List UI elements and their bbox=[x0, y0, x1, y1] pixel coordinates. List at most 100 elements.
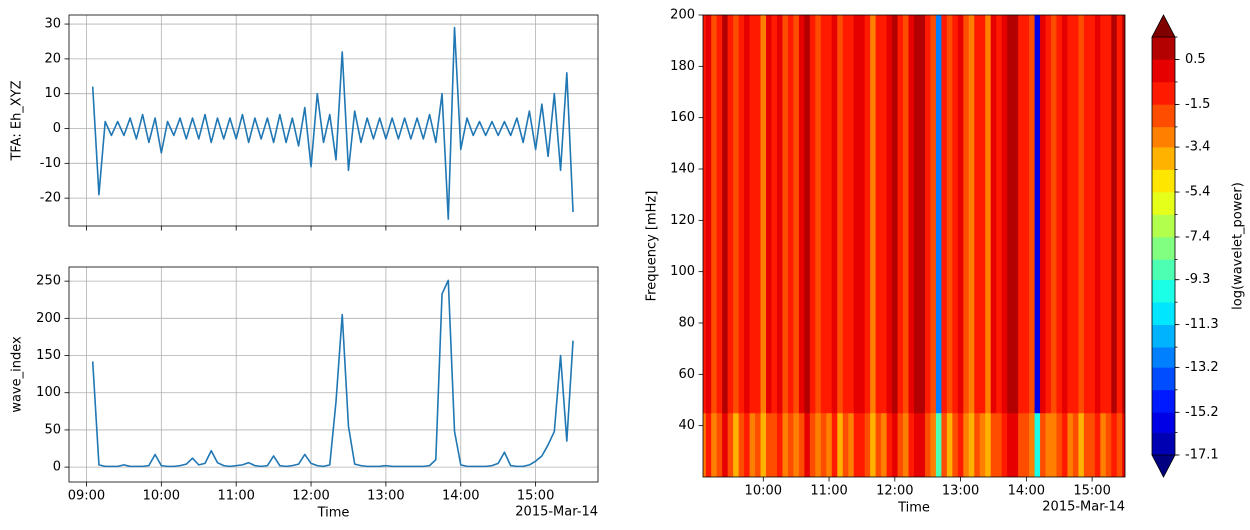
heatmap-cell bbox=[875, 15, 882, 414]
colorbar-band bbox=[1152, 412, 1175, 433]
heatmap-cell bbox=[711, 412, 718, 477]
heatmap-cell bbox=[968, 412, 975, 477]
y-tick-label: 180 bbox=[670, 59, 695, 74]
heatmap-cell bbox=[859, 412, 866, 477]
colorbar-tick-label: -1.5 bbox=[1185, 97, 1210, 112]
heatmap-cell bbox=[703, 412, 707, 477]
x-tick-label: 14:00 bbox=[1008, 484, 1045, 499]
y-axis-label: Frequency [mHz] bbox=[645, 191, 660, 302]
colorbar-tick-label: -3.4 bbox=[1185, 140, 1210, 155]
colorbar-band bbox=[1152, 279, 1175, 303]
heatmap-cell bbox=[881, 15, 888, 414]
colorbar-band bbox=[1152, 192, 1175, 215]
heatmap-cell bbox=[1056, 412, 1063, 477]
y-axis-label: wave_index bbox=[10, 336, 25, 413]
heatmap-cell bbox=[1105, 15, 1112, 414]
heatmap-cell bbox=[755, 15, 762, 414]
heatmap-cell bbox=[848, 412, 855, 477]
colorbar-tick-label: -15.2 bbox=[1185, 405, 1219, 420]
heatmap-cell bbox=[1018, 15, 1025, 414]
heatmap-cell bbox=[1072, 15, 1080, 414]
axes-frame bbox=[702, 14, 1126, 478]
heatmap-cell bbox=[930, 15, 937, 414]
colorbar-band bbox=[1152, 104, 1175, 128]
heatmap-cell bbox=[760, 412, 767, 477]
heatmap-cell bbox=[935, 412, 943, 477]
heatmap-cell bbox=[848, 15, 855, 414]
x-tick-label: 09:00 bbox=[68, 489, 105, 504]
x-axis-label: Time bbox=[897, 501, 930, 516]
x-tick-label: 11:00 bbox=[810, 484, 847, 499]
heatmap-cell bbox=[826, 412, 833, 477]
heatmap-cell bbox=[941, 412, 948, 477]
heatmap-cell bbox=[738, 15, 745, 414]
colorbar-tick-label: -13.2 bbox=[1185, 360, 1219, 375]
x-offset-label: 2015-Mar-14 bbox=[1042, 500, 1125, 515]
x-offset-label: 2015-Mar-14 bbox=[515, 505, 598, 520]
heatmap-cell bbox=[996, 412, 1003, 477]
heatmap-cell bbox=[1111, 412, 1118, 477]
heatmap-cell bbox=[831, 15, 838, 414]
heatmap-cell bbox=[974, 412, 981, 477]
y-tick-label: -10 bbox=[40, 156, 61, 171]
heatmap-cell bbox=[831, 412, 838, 477]
heatmap-cell bbox=[996, 15, 1003, 414]
x-axis-label: Time bbox=[317, 506, 350, 521]
plot-area bbox=[91, 26, 574, 220]
heatmap-cell bbox=[798, 412, 805, 477]
y-tick-label: 200 bbox=[670, 8, 695, 23]
x-tick-label: 13:00 bbox=[942, 484, 979, 499]
x-tick-label: 10:00 bbox=[143, 489, 180, 504]
colorbar-label: log(wavelet_power) bbox=[1231, 182, 1246, 310]
heatmap-cell bbox=[1072, 412, 1080, 477]
heatmap-cell bbox=[1061, 412, 1069, 477]
heatmap-cell bbox=[782, 15, 789, 414]
heatmap-cell bbox=[760, 15, 767, 414]
heatmap-cell bbox=[804, 15, 811, 414]
heatmap-cell bbox=[1034, 412, 1041, 477]
heatmap-cell bbox=[1056, 15, 1063, 414]
y-tick-label: 0 bbox=[53, 121, 61, 136]
heatmap-cell bbox=[908, 15, 915, 414]
heatmap-cell bbox=[1045, 412, 1052, 477]
heatmap-cell bbox=[1078, 15, 1085, 414]
heatmap-cell bbox=[963, 412, 970, 477]
heatmap-cell bbox=[727, 412, 734, 477]
heatmap-cell bbox=[963, 15, 970, 414]
y-tick-label: 40 bbox=[678, 418, 695, 433]
y-tick-label: 100 bbox=[670, 264, 695, 279]
heatmap-cell bbox=[864, 15, 871, 414]
heatmap-cell bbox=[782, 412, 789, 477]
data-line bbox=[91, 26, 574, 220]
heatmap-cell bbox=[1061, 15, 1069, 414]
plot-area bbox=[91, 279, 574, 468]
heatmap-cell bbox=[990, 412, 997, 477]
heatmap-cell bbox=[957, 412, 964, 477]
heatmap-cell bbox=[793, 412, 800, 477]
colorbar-band bbox=[1152, 214, 1175, 238]
heatmap-cell bbox=[787, 15, 795, 414]
colorbar-band bbox=[1152, 259, 1175, 281]
heatmap-cell bbox=[1122, 412, 1125, 477]
colorbar-band bbox=[1152, 367, 1175, 391]
y-tick-label: 100 bbox=[36, 385, 61, 400]
colorbar-band bbox=[1152, 302, 1175, 325]
heatmap-cell bbox=[776, 15, 784, 414]
heatmap-cell bbox=[853, 15, 860, 414]
heatmap-cell bbox=[864, 412, 871, 477]
heatmap-cell bbox=[853, 412, 860, 477]
heatmap-cell bbox=[703, 15, 707, 414]
y-tick-label: 0 bbox=[53, 460, 61, 475]
y-axis-label: TFA: Eh_XYZ bbox=[10, 80, 25, 161]
heatmap-cell bbox=[1089, 412, 1096, 477]
heatmap-cell bbox=[744, 15, 751, 414]
heatmap-cell bbox=[1067, 15, 1074, 414]
heatmap-cell bbox=[870, 15, 877, 414]
colorbar-band bbox=[1152, 237, 1175, 260]
colorbar-band bbox=[1152, 324, 1175, 348]
heatmap-cell bbox=[1001, 412, 1008, 477]
heatmap-cell bbox=[749, 15, 756, 414]
heatmap-cell bbox=[1100, 412, 1107, 477]
heatmap-cell bbox=[1012, 15, 1019, 414]
x-tick-label: 13:00 bbox=[367, 489, 404, 504]
